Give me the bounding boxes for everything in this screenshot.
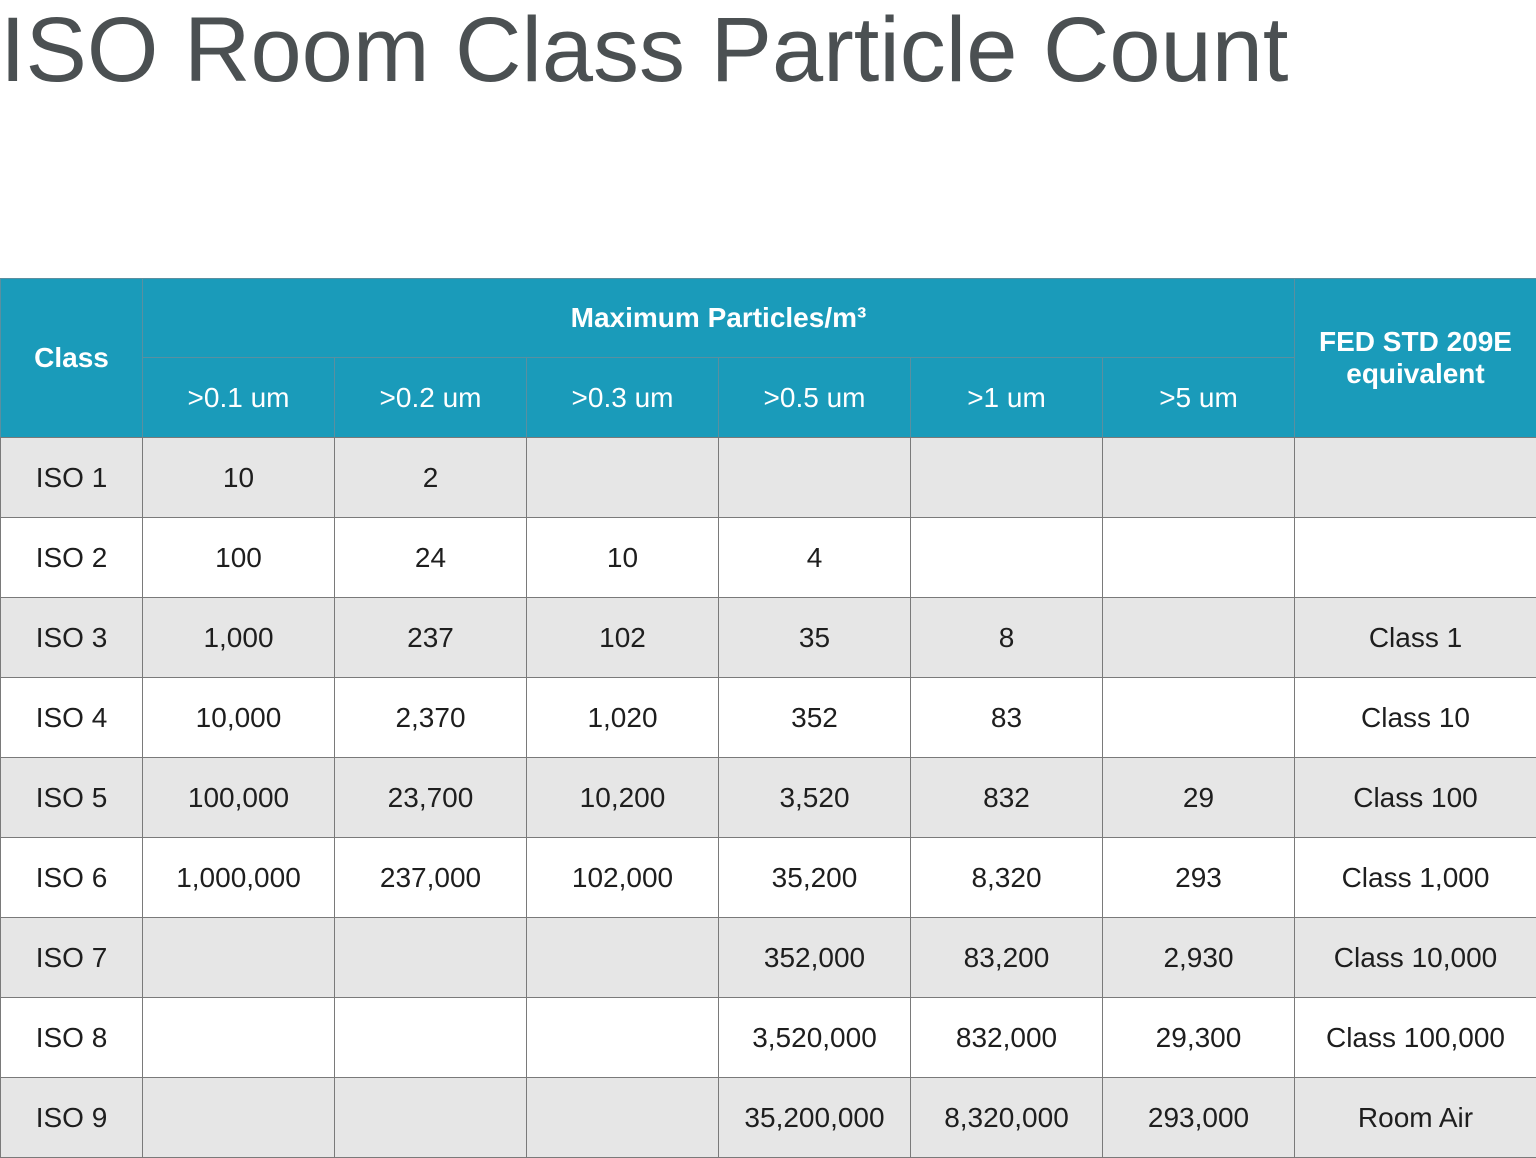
table-cell: 4 <box>718 517 911 598</box>
table-cell <box>910 437 1103 518</box>
table-cell: 35 <box>718 597 911 678</box>
table-cell: 352,000 <box>718 917 911 998</box>
table-cell <box>526 997 719 1078</box>
row-label: ISO 1 <box>0 437 143 518</box>
table-cell: 29,300 <box>1102 997 1295 1078</box>
size-header: >1 um <box>910 357 1103 438</box>
row-label: ISO 9 <box>0 1077 143 1158</box>
table-cell <box>1102 517 1295 598</box>
table-cell <box>718 437 911 518</box>
table-cell <box>526 917 719 998</box>
table-cell: 10,000 <box>142 677 335 758</box>
table-cell <box>142 997 335 1078</box>
table-cell: 2 <box>334 437 527 518</box>
table-cell <box>1102 677 1295 758</box>
table-cell: 3,520,000 <box>718 997 911 1078</box>
table-cell: 237 <box>334 597 527 678</box>
table-cell <box>334 997 527 1078</box>
table-cell <box>526 1077 719 1158</box>
table-cell: 29 <box>1102 757 1295 838</box>
table-cell: 1,000,000 <box>142 837 335 918</box>
table-cell <box>334 1077 527 1158</box>
table-cell: 24 <box>334 517 527 598</box>
table-cell <box>526 437 719 518</box>
table-cell: 10,200 <box>526 757 719 838</box>
group-header: Maximum Particles/m³ <box>142 278 1295 358</box>
table-cell: Room Air <box>1294 1077 1536 1158</box>
table-cell: 23,700 <box>334 757 527 838</box>
table-cell: 83 <box>910 677 1103 758</box>
table-cell: Class 1,000 <box>1294 837 1536 918</box>
table-cell: 2,370 <box>334 677 527 758</box>
equivalent-header: FED STD 209E equivalent <box>1294 278 1536 438</box>
page-title: ISO Room Class Particle Count <box>0 0 1289 101</box>
row-label: ISO 5 <box>0 757 143 838</box>
table-cell: 10 <box>526 517 719 598</box>
table-cell: 102 <box>526 597 719 678</box>
table-cell: Class 10,000 <box>1294 917 1536 998</box>
table-cell: 8 <box>910 597 1103 678</box>
row-label: ISO 4 <box>0 677 143 758</box>
table-cell <box>334 917 527 998</box>
class-header: Class <box>0 278 143 438</box>
table-cell: 100 <box>142 517 335 598</box>
row-label: ISO 8 <box>0 997 143 1078</box>
table-cell: 102,000 <box>526 837 719 918</box>
row-label: ISO 6 <box>0 837 143 918</box>
table-cell: Class 100,000 <box>1294 997 1536 1078</box>
table-cell: 35,200,000 <box>718 1077 911 1158</box>
table-cell <box>142 1077 335 1158</box>
table-cell: Class 100 <box>1294 757 1536 838</box>
table-cell: 832,000 <box>910 997 1103 1078</box>
table-cell: 1,020 <box>526 677 719 758</box>
table-cell: 293,000 <box>1102 1077 1295 1158</box>
table-cell: 1,000 <box>142 597 335 678</box>
table-cell: Class 1 <box>1294 597 1536 678</box>
table-cell: 100,000 <box>142 757 335 838</box>
table-cell: 8,320,000 <box>910 1077 1103 1158</box>
row-label: ISO 3 <box>0 597 143 678</box>
table-cell <box>1102 437 1295 518</box>
size-header: >0.3 um <box>526 357 719 438</box>
table-cell <box>910 517 1103 598</box>
table-cell <box>1294 437 1536 518</box>
table-cell: 10 <box>142 437 335 518</box>
table-cell: 832 <box>910 757 1103 838</box>
table-cell <box>142 917 335 998</box>
size-header: >0.2 um <box>334 357 527 438</box>
table-cell <box>1102 597 1295 678</box>
table-cell: 2,930 <box>1102 917 1295 998</box>
table-cell: 293 <box>1102 837 1295 918</box>
row-label: ISO 2 <box>0 517 143 598</box>
table-cell: 35,200 <box>718 837 911 918</box>
table-cell: Class 10 <box>1294 677 1536 758</box>
table-cell: 352 <box>718 677 911 758</box>
table-cell: 237,000 <box>334 837 527 918</box>
size-header: >0.1 um <box>142 357 335 438</box>
table-cell: 83,200 <box>910 917 1103 998</box>
row-label: ISO 7 <box>0 917 143 998</box>
size-header: >5 um <box>1102 357 1295 438</box>
size-header: >0.5 um <box>718 357 911 438</box>
table-cell: 8,320 <box>910 837 1103 918</box>
table-cell: 3,520 <box>718 757 911 838</box>
table-cell <box>1294 517 1536 598</box>
